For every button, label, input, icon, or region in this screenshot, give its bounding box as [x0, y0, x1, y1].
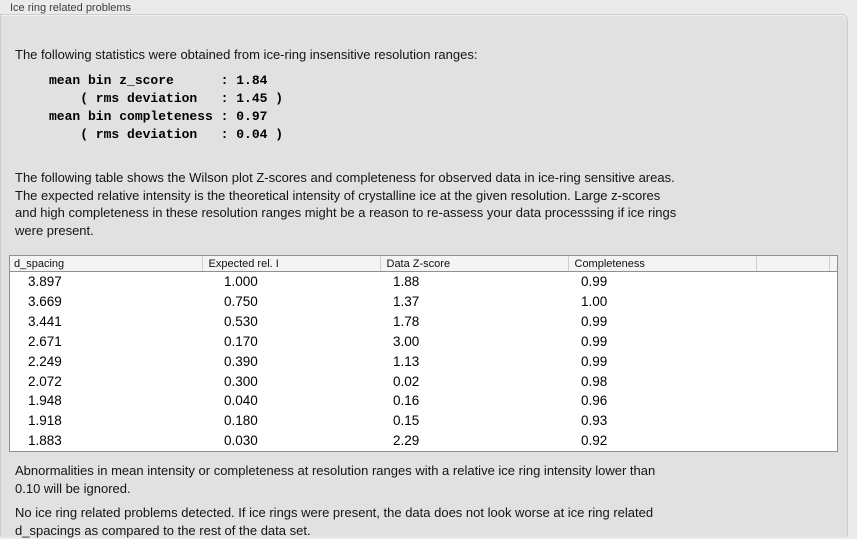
- table-row[interactable]: 2.671 0.170 3.00 0.99: [10, 332, 837, 352]
- table-cell: 2.29: [393, 433, 420, 449]
- table-cell: 1.88: [393, 274, 420, 289]
- table-cell: [829, 312, 837, 332]
- table-row[interactable]: 3.897 1.000 1.88 0.99: [10, 272, 837, 292]
- table-cell: 0.98: [581, 373, 608, 389]
- table-row[interactable]: 3.441 0.530 1.78 0.99: [10, 312, 837, 332]
- table-cell: 1.37: [393, 293, 420, 309]
- table-body: 3.897 1.000 1.88 0.99 3.669 0.750 1.37 1.00 3.44…: [10, 272, 837, 452]
- table-cell: [756, 292, 829, 312]
- table-header-row: d_spacing Expected rel. I Data Z-score Comp…: [10, 256, 837, 272]
- ice-ring-groupbox: The following statistics were obtained f…: [0, 14, 848, 538]
- table-row[interactable]: 1.918 0.180 0.15 0.93: [10, 411, 837, 431]
- table-cell: 0.530: [224, 313, 258, 329]
- table-cell: 3.897: [28, 274, 62, 289]
- table-cell: [829, 332, 837, 352]
- table-cell: 0.99: [581, 313, 608, 329]
- table-cell: [756, 332, 829, 352]
- column-header-data-z-score[interactable]: Data Z-score: [380, 256, 569, 272]
- table-cell: 1.000: [224, 274, 258, 289]
- table-cell: 1.883: [28, 433, 62, 449]
- table-cell: 3.00: [393, 333, 420, 349]
- intro-text: The following statistics were obtained f…: [15, 47, 478, 62]
- table-cell: 2.249: [28, 353, 62, 369]
- column-header-empty[interactable]: [756, 256, 830, 272]
- table-cell: 1.00: [581, 293, 608, 309]
- table-cell: [829, 391, 837, 411]
- table-intro-text: The following table shows the Wilson plo…: [15, 170, 677, 238]
- table-cell: 0.030: [224, 433, 258, 449]
- table-cell: 0.040: [224, 393, 258, 409]
- conclusion-text: No ice ring related problems detected. I…: [15, 505, 654, 538]
- table-cell: 0.99: [581, 333, 608, 349]
- table-cell: 0.390: [224, 353, 258, 369]
- table-cell: [829, 372, 837, 392]
- table-cell: 3.441: [28, 313, 62, 329]
- table-row[interactable]: 1.948 0.040 0.16 0.96: [10, 391, 837, 411]
- table-cell: 3.669: [28, 293, 62, 309]
- table-cell: [829, 431, 837, 451]
- table-cell: [829, 292, 837, 312]
- table-cell: 1.948: [28, 393, 62, 409]
- table-cell: 1.918: [28, 413, 62, 429]
- table-cell: 0.300: [224, 373, 258, 389]
- table-cell: [756, 372, 829, 392]
- column-header-empty[interactable]: [829, 256, 837, 272]
- table-cell: 0.180: [224, 413, 258, 429]
- column-header-d-spacing[interactable]: d_spacing: [10, 256, 203, 272]
- table-cell: 0.99: [581, 274, 608, 289]
- table-row[interactable]: 2.249 0.390 1.13 0.99: [10, 352, 837, 372]
- table-cell: [829, 272, 837, 292]
- table-cell: 0.16: [393, 393, 420, 409]
- table-cell: 0.170: [224, 333, 258, 349]
- ice-ring-table[interactable]: d_spacing Expected rel. I Data Z-score Comp…: [9, 255, 838, 452]
- table-cell: 0.99: [581, 353, 608, 369]
- table-cell: 0.93: [581, 413, 608, 429]
- table-row[interactable]: 3.669 0.750 1.37 1.00: [10, 292, 837, 312]
- table-cell: [756, 431, 829, 451]
- table-cell: [829, 411, 837, 431]
- table-cell: 1.13: [393, 353, 420, 369]
- column-header-expected-rel-i[interactable]: Expected rel. I: [202, 256, 381, 272]
- table-cell: 0.96: [581, 393, 608, 409]
- table-cell: 0.02: [393, 373, 420, 389]
- table-cell: [829, 352, 837, 372]
- table-cell: [756, 272, 829, 292]
- table-cell: 2.671: [28, 333, 62, 349]
- groupbox-title: Ice ring related problems: [10, 2, 132, 14]
- table-cell: 0.15: [393, 413, 420, 429]
- table-cell: 0.750: [224, 293, 258, 309]
- table-cell: [756, 411, 829, 431]
- table-row[interactable]: 2.072 0.300 0.02 0.98: [10, 372, 837, 392]
- statistics-block: mean bin z_score : 1.84 ( rms deviation …: [49, 73, 284, 142]
- table-row[interactable]: 1.883 0.030 2.29 0.92: [10, 431, 837, 451]
- table-cell: 1.78: [393, 313, 420, 329]
- table-cell: [756, 352, 829, 372]
- column-header-completeness[interactable]: Completeness: [568, 256, 757, 272]
- table-cell: 0.92: [581, 433, 608, 449]
- table-cell: [756, 391, 829, 411]
- ignore-note-text: Abnormalities in mean intensity or compl…: [15, 463, 656, 496]
- table-cell: 2.072: [28, 373, 62, 389]
- table-cell: [756, 312, 829, 332]
